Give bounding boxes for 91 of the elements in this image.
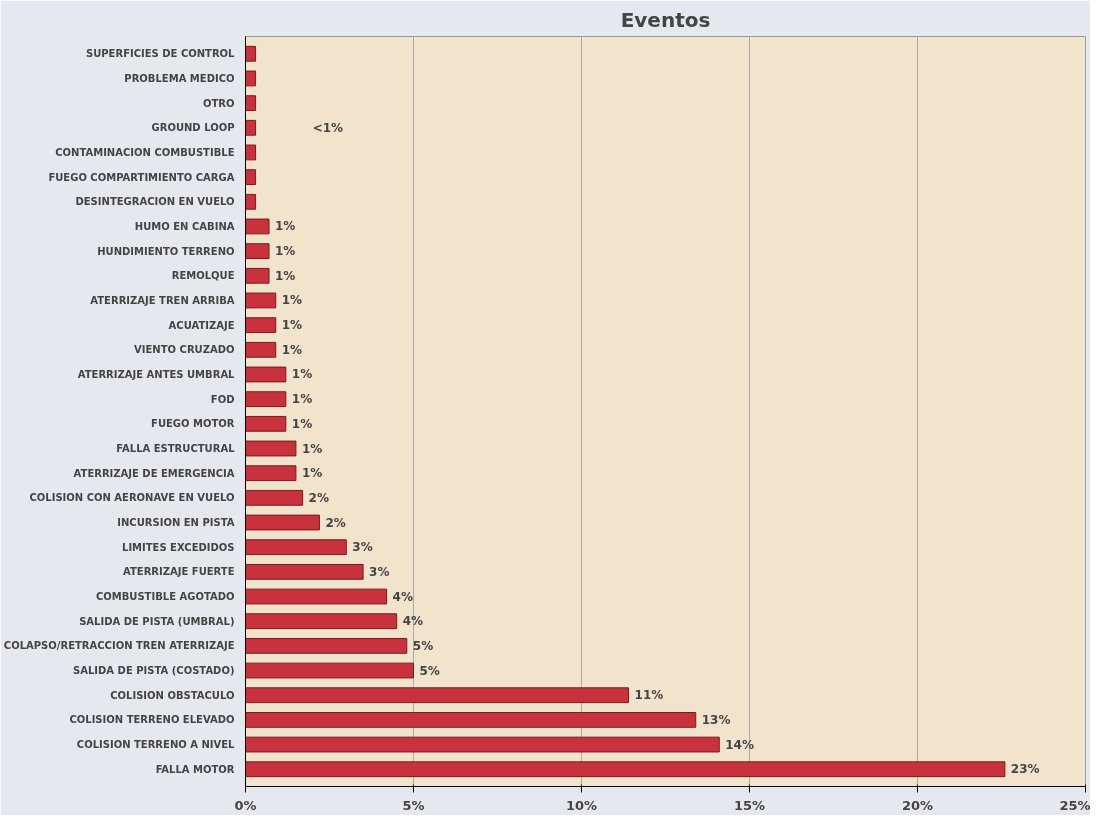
y-tick-label: COLAPSO/RETRACCION TREN ATERRIZAJE (3, 640, 235, 652)
bar (245, 45, 257, 62)
y-tick-label: COLISION TERRENO A NIVEL (76, 739, 236, 751)
bar (245, 218, 270, 235)
bar (245, 662, 414, 679)
y-tick-label: SALIDA DE PISTA (COSTADO) (73, 665, 235, 677)
data-label: 13% (701, 712, 731, 727)
data-label: 1% (301, 441, 323, 456)
bar (245, 119, 257, 136)
bar (245, 341, 277, 358)
data-label: 4% (392, 589, 413, 604)
x-tick-label: 25% (1059, 797, 1091, 813)
bar (245, 193, 257, 210)
y-tick-label: COMBUSTIBLE AGOTADO (95, 591, 235, 603)
y-tick-label: ATERRIZAJE ANTES UMBRAL (77, 368, 236, 380)
bar (245, 366, 287, 383)
y-tick-label: COLISION CON AERONAVE EN VUELO (29, 492, 235, 504)
y-tick-label: GROUND LOOP (151, 122, 235, 134)
data-label: 4% (402, 614, 424, 629)
data-label: 14% (725, 737, 754, 752)
bar (245, 563, 364, 580)
bar (245, 292, 277, 309)
y-tick-label: FALLA ESTRUCTURAL (116, 443, 236, 455)
y-tick-label: VIENTO CRUZADO (134, 344, 235, 356)
bar (245, 267, 270, 284)
y-tick-label: REMOLQUE (171, 270, 235, 282)
bar (245, 761, 1006, 778)
y-tick-label: CONTAMINACION COMBUSTIBLE (55, 146, 235, 158)
chart-title: Eventos (620, 7, 711, 32)
data-label: 5% (419, 663, 440, 678)
y-tick-label: COLISION OBSTACULO (110, 689, 235, 701)
bar (245, 588, 388, 605)
x-tick-label: 0% (234, 797, 257, 813)
data-label: 1% (275, 268, 296, 283)
bar (245, 736, 720, 753)
y-tick-label: SALIDA DE PISTA (UMBRAL) (79, 615, 235, 627)
y-tick-label: ACUATIZAJE (168, 319, 235, 331)
y-tick-label: FOD (210, 393, 235, 405)
y-tick-label: FALLA MOTOR (155, 763, 235, 775)
y-tick-label: HUMO EN CABINA (134, 220, 235, 232)
y-tick-label: HUNDIMIENTO TERRENO (97, 245, 235, 257)
bar (245, 637, 408, 654)
y-tick-label: OTRO (202, 97, 235, 109)
data-label: 1% (291, 367, 313, 382)
bar (245, 95, 257, 112)
y-tick-label: FUEGO COMPARTIMIENTO CARGA (48, 171, 235, 183)
y-tick-label: ATERRIZAJE TREN ARRIBA (90, 294, 235, 306)
x-tick-label: 10% (565, 797, 598, 813)
data-label: 1% (291, 416, 313, 431)
y-tick-label: SUPERFICIES DE CONTROL (85, 48, 236, 60)
data-label: 1% (301, 466, 323, 481)
data-label: 3% (352, 540, 373, 555)
bar (245, 687, 630, 704)
data-label: 1% (281, 342, 303, 357)
data-label: 5% (412, 638, 434, 653)
y-tick-label: INCURSION EN PISTA (117, 517, 235, 529)
y-tick-label: ATERRIZAJE DE EMERGENCIA (73, 467, 235, 479)
bar (245, 711, 697, 728)
bar (245, 539, 347, 556)
data-label: 1% (275, 244, 296, 259)
data-label: 11% (634, 688, 664, 703)
data-label: 2% (308, 490, 329, 505)
data-label: 1% (281, 293, 303, 308)
bar (245, 391, 287, 408)
bar (245, 440, 297, 457)
data-label: 1% (275, 219, 296, 234)
y-tick-label: DESINTEGRACION EN VUELO (75, 196, 235, 208)
data-label: 1% (281, 318, 303, 333)
bar (245, 317, 277, 334)
data-label: 23% (1010, 762, 1040, 777)
bar (245, 415, 287, 432)
data-label: 2% (325, 515, 346, 530)
bar (245, 465, 297, 482)
x-tick-label: 20% (901, 797, 934, 813)
x-tick-label: 5% (402, 797, 425, 813)
y-tick-label: ATERRIZAJE FUERTE (123, 566, 235, 578)
annotation: <1% (312, 120, 344, 135)
data-label: 1% (291, 392, 313, 407)
data-label: 3% (369, 564, 390, 579)
bar (245, 514, 320, 531)
y-tick-label: LIMITES EXCEDIDOS (122, 541, 235, 553)
x-tick-label: 15% (733, 797, 766, 813)
bar (245, 243, 270, 260)
y-tick-label: COLISION TERRENO ELEVADO (69, 714, 235, 726)
bar (245, 70, 257, 87)
y-tick-label: PROBLEMA MEDICO (124, 72, 235, 84)
y-tick-label: FUEGO MOTOR (151, 418, 235, 430)
bar (245, 169, 257, 186)
bar (245, 613, 398, 630)
bar (245, 489, 304, 506)
bar (245, 144, 257, 161)
